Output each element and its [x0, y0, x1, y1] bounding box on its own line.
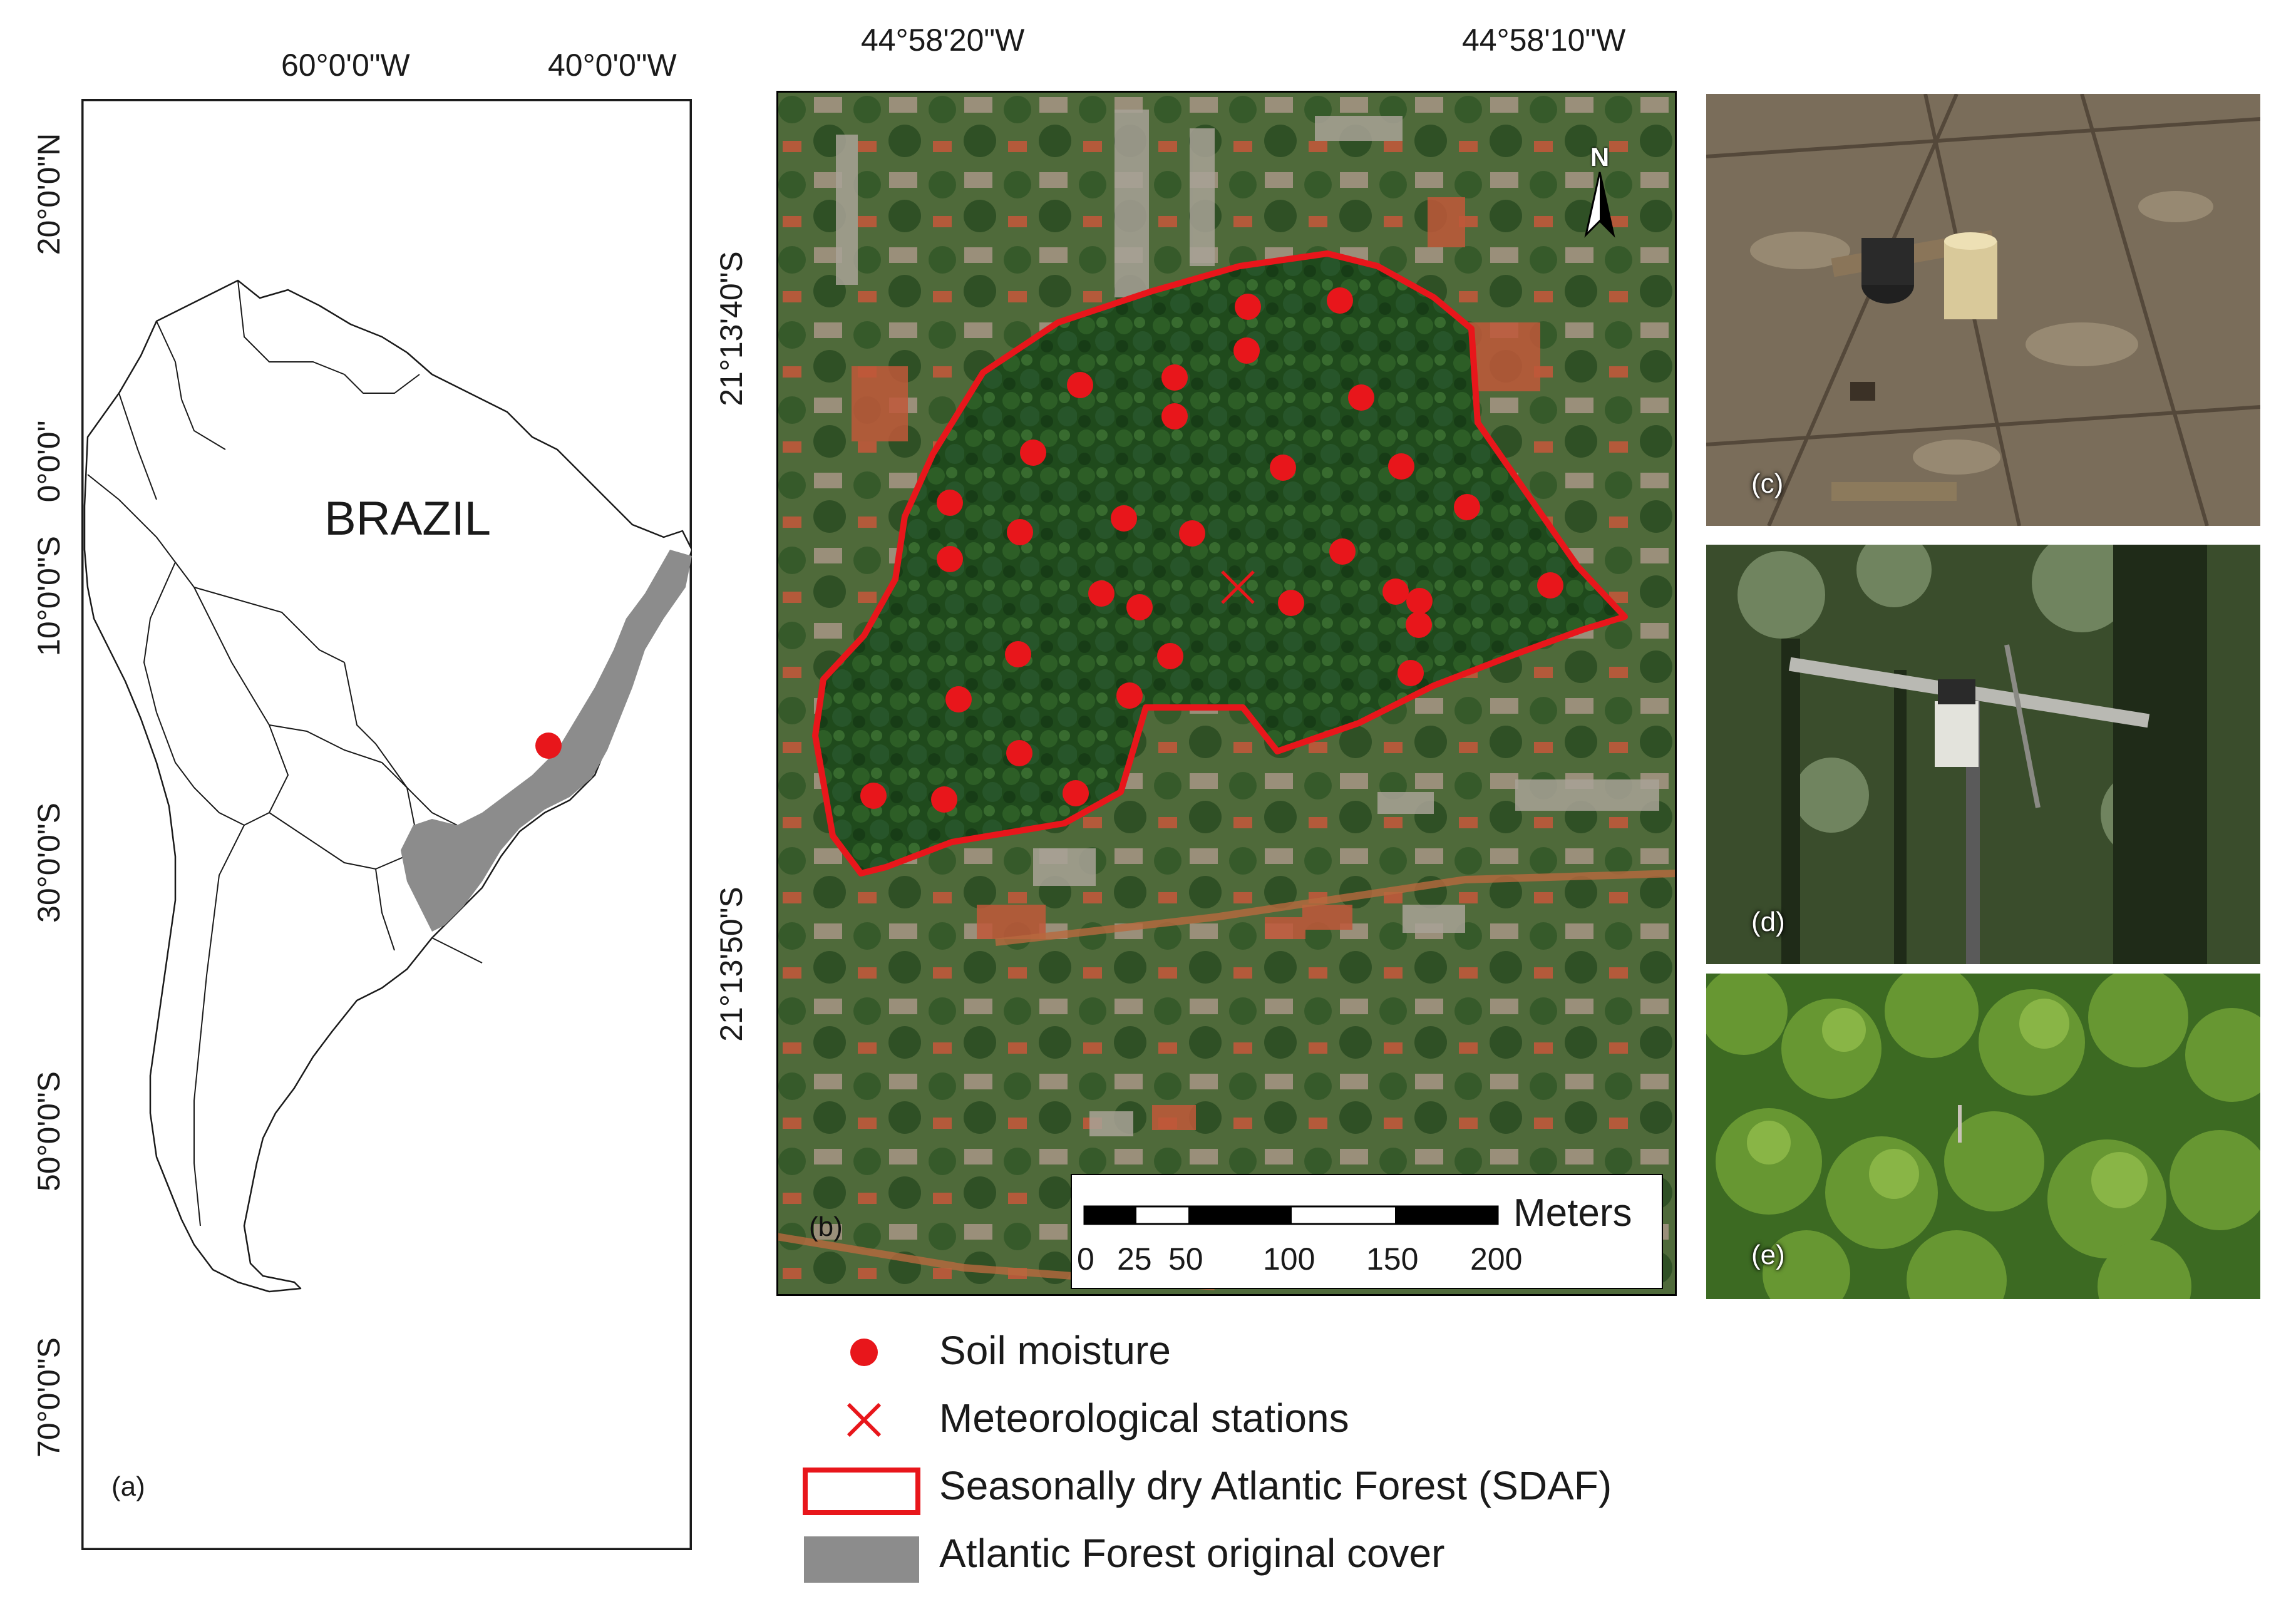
soil-moisture-point — [1067, 372, 1093, 398]
soil-moisture-point — [945, 686, 972, 712]
legend: Soil moisture Meteorological stations Se… — [801, 1321, 1741, 1596]
atlantic-forest-symbol — [804, 1536, 919, 1583]
soil-moisture-point — [1233, 337, 1260, 364]
photo-c-label: (c) — [1751, 468, 1784, 499]
soil-moisture-point — [1348, 384, 1374, 411]
scale-tick-25: 25 — [1117, 1242, 1152, 1277]
soil-moisture-point — [1329, 538, 1356, 565]
soil-moisture-point — [1537, 572, 1563, 599]
study-site-marker — [535, 733, 562, 759]
legend-item-soil-moisture: Soil moisture — [801, 1321, 1741, 1384]
lat-label-10s: 10°0'0"S — [31, 536, 66, 656]
soil-moisture-point — [1005, 641, 1031, 667]
panel-b-label: (b) — [809, 1211, 843, 1242]
meteorological-station-marker — [1221, 570, 1255, 604]
legend-label-sdaf: Seasonally dry Atlantic Forest (SDAF) — [939, 1463, 1612, 1508]
scale-tick-150: 150 — [1366, 1242, 1419, 1277]
lat-label-21-13-40s: 21°13'40"S — [714, 251, 749, 406]
panel-a-label: (a) — [111, 1471, 145, 1502]
soil-moisture-point — [1161, 364, 1188, 391]
scale-bar: Meters 0 25 50 100 150 200 — [1071, 1174, 1663, 1289]
lat-label-50s: 50°0'0"S — [31, 1071, 66, 1191]
lat-label-20n: 20°0'0"N — [31, 133, 66, 255]
sdaf-symbol — [803, 1468, 920, 1515]
lon-label-40w: 40°0'0"W — [548, 48, 677, 83]
north-arrow: N — [1581, 142, 1619, 241]
country-label-brazil: BRAZIL — [324, 492, 492, 545]
lon-label-44-58-10w: 44°58'10"W — [1462, 23, 1626, 58]
legend-label-soil-moisture: Soil moisture — [939, 1328, 1171, 1373]
panel-b-frame — [776, 91, 1677, 1296]
soil-moisture-point — [937, 490, 963, 516]
panel-b-markers — [860, 287, 1563, 813]
soil-moisture-point — [1179, 520, 1205, 547]
scale-unit: Meters — [1513, 1191, 1632, 1235]
scale-tick-50: 50 — [1168, 1242, 1203, 1277]
scale-tick-100: 100 — [1263, 1242, 1315, 1277]
soil-moisture-point — [1406, 612, 1432, 638]
soil-moisture-point — [1111, 505, 1137, 532]
soil-moisture-point — [860, 783, 887, 809]
soil-moisture-point — [1406, 588, 1433, 614]
soil-moisture-point — [1116, 682, 1143, 709]
soil-moisture-point — [1398, 660, 1424, 686]
soil-moisture-point — [1270, 455, 1296, 481]
photo-e-label: (e) — [1751, 1240, 1785, 1270]
soil-moisture-point — [1235, 294, 1261, 320]
photo-c-soil-sensor: (c) — [1706, 94, 2260, 526]
legend-item-meteorological-stations: Meteorological stations — [801, 1389, 1741, 1451]
soil-moisture-point — [1161, 403, 1188, 429]
soil-moisture-symbol — [850, 1339, 878, 1366]
soil-moisture-point — [1126, 594, 1153, 620]
legend-item-sdaf: Seasonally dry Atlantic Forest (SDAF) — [801, 1456, 1741, 1519]
lat-label-30s: 30°0'0"S — [31, 803, 66, 923]
soil-moisture-point — [1007, 519, 1033, 545]
soil-moisture-point — [1454, 494, 1480, 520]
legend-item-atlantic-forest-cover: Atlantic Forest original cover — [801, 1524, 1741, 1586]
scale-tick-200: 200 — [1470, 1242, 1523, 1277]
atlantic-forest-cover — [401, 550, 692, 932]
lat-label-0: 0°0'0" — [31, 420, 66, 503]
soil-moisture-point — [1063, 780, 1089, 806]
photo-d-label: (d) — [1751, 907, 1785, 937]
photo-d-weather-station: (d) — [1706, 545, 2260, 964]
soil-moisture-point — [1020, 440, 1046, 466]
panel-b-aerial-map: (b) — [776, 91, 1677, 1296]
soil-moisture-point — [1157, 643, 1183, 669]
north-letter: N — [1590, 142, 1610, 172]
sdaf-forest-polygon — [812, 250, 1628, 877]
soil-moisture-point — [1382, 578, 1409, 605]
panel-a-map: BRAZIL (a) — [81, 99, 692, 1550]
legend-label-meteorological-stations: Meteorological stations — [939, 1396, 1349, 1441]
soil-moisture-point — [1278, 590, 1304, 616]
south-america-outline — [83, 279, 692, 1293]
lat-label-70s: 70°0'0"S — [31, 1337, 66, 1457]
lat-label-21-13-50s: 21°13'50"S — [714, 887, 749, 1042]
soil-moisture-point — [1088, 580, 1115, 607]
scale-tick-0: 0 — [1077, 1242, 1094, 1277]
meteorological-station-symbol — [847, 1402, 882, 1437]
soil-moisture-point — [1006, 740, 1032, 766]
lon-label-44-58-20w: 44°58'20"W — [861, 23, 1025, 58]
lon-label-60w: 60°0'0"W — [281, 48, 410, 83]
photo-e-forest-canopy: (e) — [1706, 974, 2260, 1299]
soil-moisture-point — [931, 786, 957, 813]
legend-label-atlantic-forest-cover: Atlantic Forest original cover — [939, 1531, 1445, 1576]
soil-moisture-point — [937, 546, 963, 572]
soil-moisture-point — [1388, 453, 1414, 480]
soil-moisture-point — [1327, 287, 1353, 314]
